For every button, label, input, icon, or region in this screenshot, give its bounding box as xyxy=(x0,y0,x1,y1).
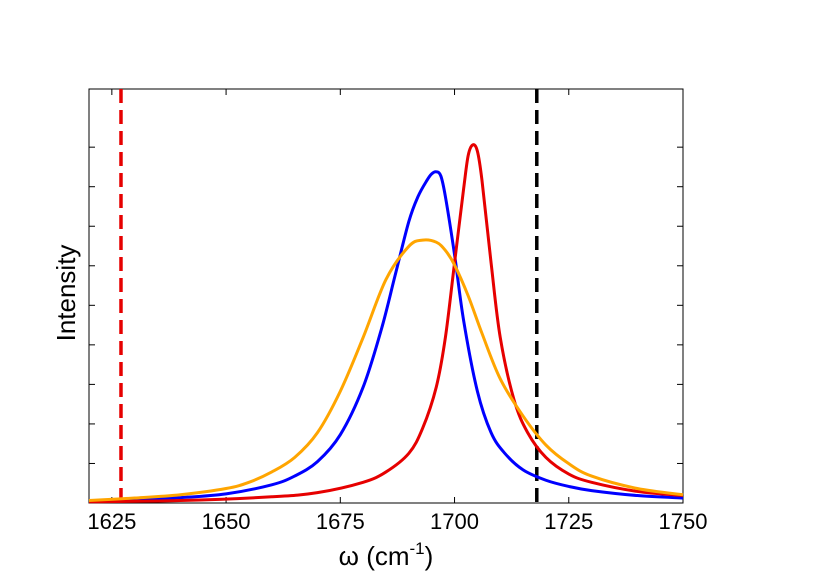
y-axis-label: Intensity xyxy=(51,245,81,342)
x-axis-label-close: ) xyxy=(425,541,434,571)
x-axis-label: ω (cm-1) xyxy=(339,539,434,571)
series-lines xyxy=(88,143,684,504)
series-line xyxy=(88,238,684,503)
series-line xyxy=(88,170,684,503)
plot-area-frame xyxy=(88,88,684,504)
x-tick-label: 1650 xyxy=(202,509,251,534)
x-tick-label: 1725 xyxy=(544,509,593,534)
x-tick-label: 1675 xyxy=(316,509,365,534)
axis-ticks xyxy=(89,89,684,503)
x-tick-label: 1625 xyxy=(87,509,136,534)
x-axis-label-superscript: -1 xyxy=(410,539,425,558)
reference-lines xyxy=(119,89,539,503)
x-tick-label: 1700 xyxy=(430,509,479,534)
series-line xyxy=(88,143,684,504)
x-tick-label: 1750 xyxy=(659,509,708,534)
x-axis-label-base: ω (cm xyxy=(339,541,410,571)
x-tick-labels: 1625 1650 1675 1700 1725 1750 xyxy=(87,509,707,534)
